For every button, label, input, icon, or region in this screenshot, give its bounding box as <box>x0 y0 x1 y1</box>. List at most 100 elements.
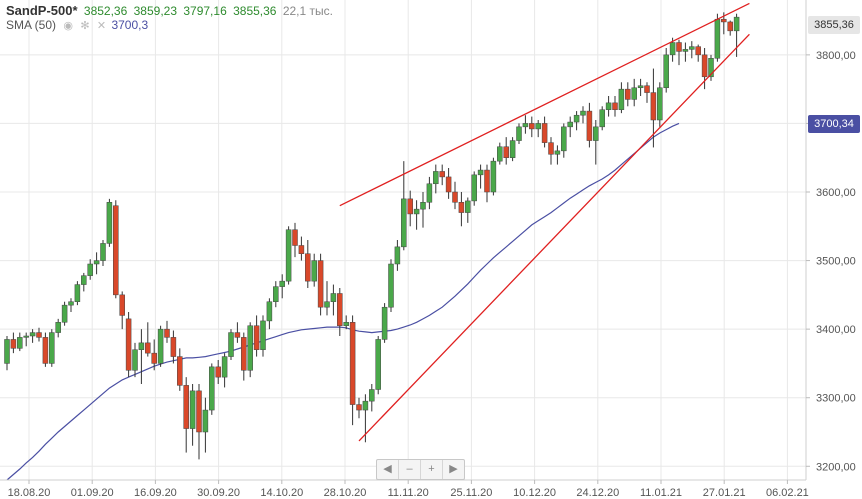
candle-body <box>49 332 55 364</box>
candle-body <box>157 328 164 364</box>
sma-line <box>6 122 680 481</box>
y-axis-ticks: 3200,003300,003400,003500,003600,003700,… <box>806 50 856 473</box>
candle-body <box>733 16 740 32</box>
candle-body <box>714 18 721 59</box>
candle-body <box>228 332 234 357</box>
price-tag: 3855,36 <box>808 16 860 34</box>
candle-body <box>29 332 36 337</box>
scroll-right-button[interactable]: ▶ <box>449 463 458 475</box>
sma-value: 3700,3 <box>111 18 149 32</box>
price-header: SandP-500* 3852,36 3859,23 3797,16 3855,… <box>6 3 333 18</box>
candle-body <box>657 87 663 121</box>
candle-body <box>567 121 573 128</box>
candle-body <box>292 229 298 246</box>
candle-body <box>138 342 145 350</box>
zoom-out-button[interactable]: – <box>399 460 421 479</box>
candle-body <box>305 253 311 282</box>
close-price: 3855,36 <box>233 4 277 18</box>
candle-body <box>151 352 157 364</box>
x-tick-label: 24.12.20 <box>576 487 619 499</box>
candle-body <box>644 85 650 93</box>
candle-body <box>573 114 580 123</box>
candle-body <box>356 404 362 411</box>
low-price: 3797,16 <box>183 4 227 18</box>
candle-body <box>458 202 465 213</box>
candle-body <box>10 339 17 349</box>
candle-body <box>106 202 113 244</box>
candle-body <box>593 126 599 141</box>
y-tick-label: 3300,00 <box>816 393 856 405</box>
candle-body <box>445 176 452 193</box>
candle-body <box>215 366 221 378</box>
gear-icon[interactable]: ✻ <box>80 20 90 32</box>
last-price: 3852,36 <box>83 4 128 18</box>
x-tick-label: 18.08.20 <box>8 487 51 499</box>
x-tick-label: 11.11.20 <box>388 487 429 499</box>
candle-body <box>669 42 676 56</box>
candle-body <box>548 142 554 155</box>
zoom-in-button[interactable]: + <box>421 460 443 479</box>
x-tick-label: 28.10.20 <box>324 487 367 499</box>
candle-body <box>42 337 49 364</box>
candle-body <box>529 123 535 130</box>
candle-body <box>330 293 337 302</box>
candle-body <box>676 42 682 52</box>
candle-body <box>420 202 426 210</box>
candle-body <box>4 339 10 364</box>
candle-body <box>93 260 100 265</box>
candle-body <box>580 110 586 116</box>
close-icon[interactable]: ✕ <box>96 20 107 32</box>
high-price: 3859,23 <box>133 4 178 18</box>
x-tick-label: 06.02.21 <box>766 487 809 499</box>
y-tick-label: 3600,00 <box>816 187 856 199</box>
y-tick-label: 3800,00 <box>816 50 856 62</box>
candle-body <box>701 54 708 78</box>
candle-body <box>695 46 701 56</box>
candle-body <box>68 301 74 306</box>
candle-body <box>337 293 343 326</box>
candle-body <box>298 245 305 254</box>
candle-body <box>170 337 177 357</box>
candle-body <box>221 356 228 378</box>
candle-body <box>311 260 317 282</box>
candle-body <box>561 126 567 152</box>
candle-body <box>509 140 516 158</box>
candle-body <box>100 243 106 261</box>
candle-body <box>599 109 605 128</box>
sma-line-group <box>6 122 680 481</box>
candle-body <box>650 92 657 121</box>
candle-body <box>413 208 420 215</box>
candle-body <box>637 85 644 89</box>
candle-body <box>177 356 183 386</box>
candle-body <box>55 322 61 333</box>
candle-body <box>484 169 490 193</box>
candle-body <box>189 390 196 429</box>
sma-header: SMA (50) ◉ ✻ ✕ 3700,3 <box>6 18 148 32</box>
candle-body <box>74 284 81 302</box>
scroll-zoom-controls: ◀ – + ▶ <box>376 459 465 480</box>
candle-body <box>241 337 247 371</box>
candle-body <box>369 389 375 402</box>
candle-body <box>23 335 29 338</box>
candle-body <box>522 123 529 128</box>
eye-icon[interactable]: ◉ <box>63 20 73 32</box>
scroll-left-button[interactable]: ◀ <box>377 460 399 479</box>
candle-body <box>87 263 93 276</box>
candles-group <box>4 12 740 460</box>
candle-body <box>503 146 509 158</box>
symbol-name[interactable]: SandP-500* <box>6 3 78 18</box>
trendline <box>358 33 750 442</box>
y-tick-label: 3400,00 <box>816 324 856 336</box>
x-tick-label: 16.09.20 <box>134 487 177 499</box>
candle-body <box>663 54 669 89</box>
candle-body <box>407 198 413 215</box>
candle-body <box>113 205 119 296</box>
candle-body <box>183 385 189 429</box>
candle-body <box>125 318 132 371</box>
candle-body <box>266 301 273 322</box>
candle-body <box>17 337 23 349</box>
candle-body <box>401 198 407 248</box>
candle-body <box>682 49 689 52</box>
